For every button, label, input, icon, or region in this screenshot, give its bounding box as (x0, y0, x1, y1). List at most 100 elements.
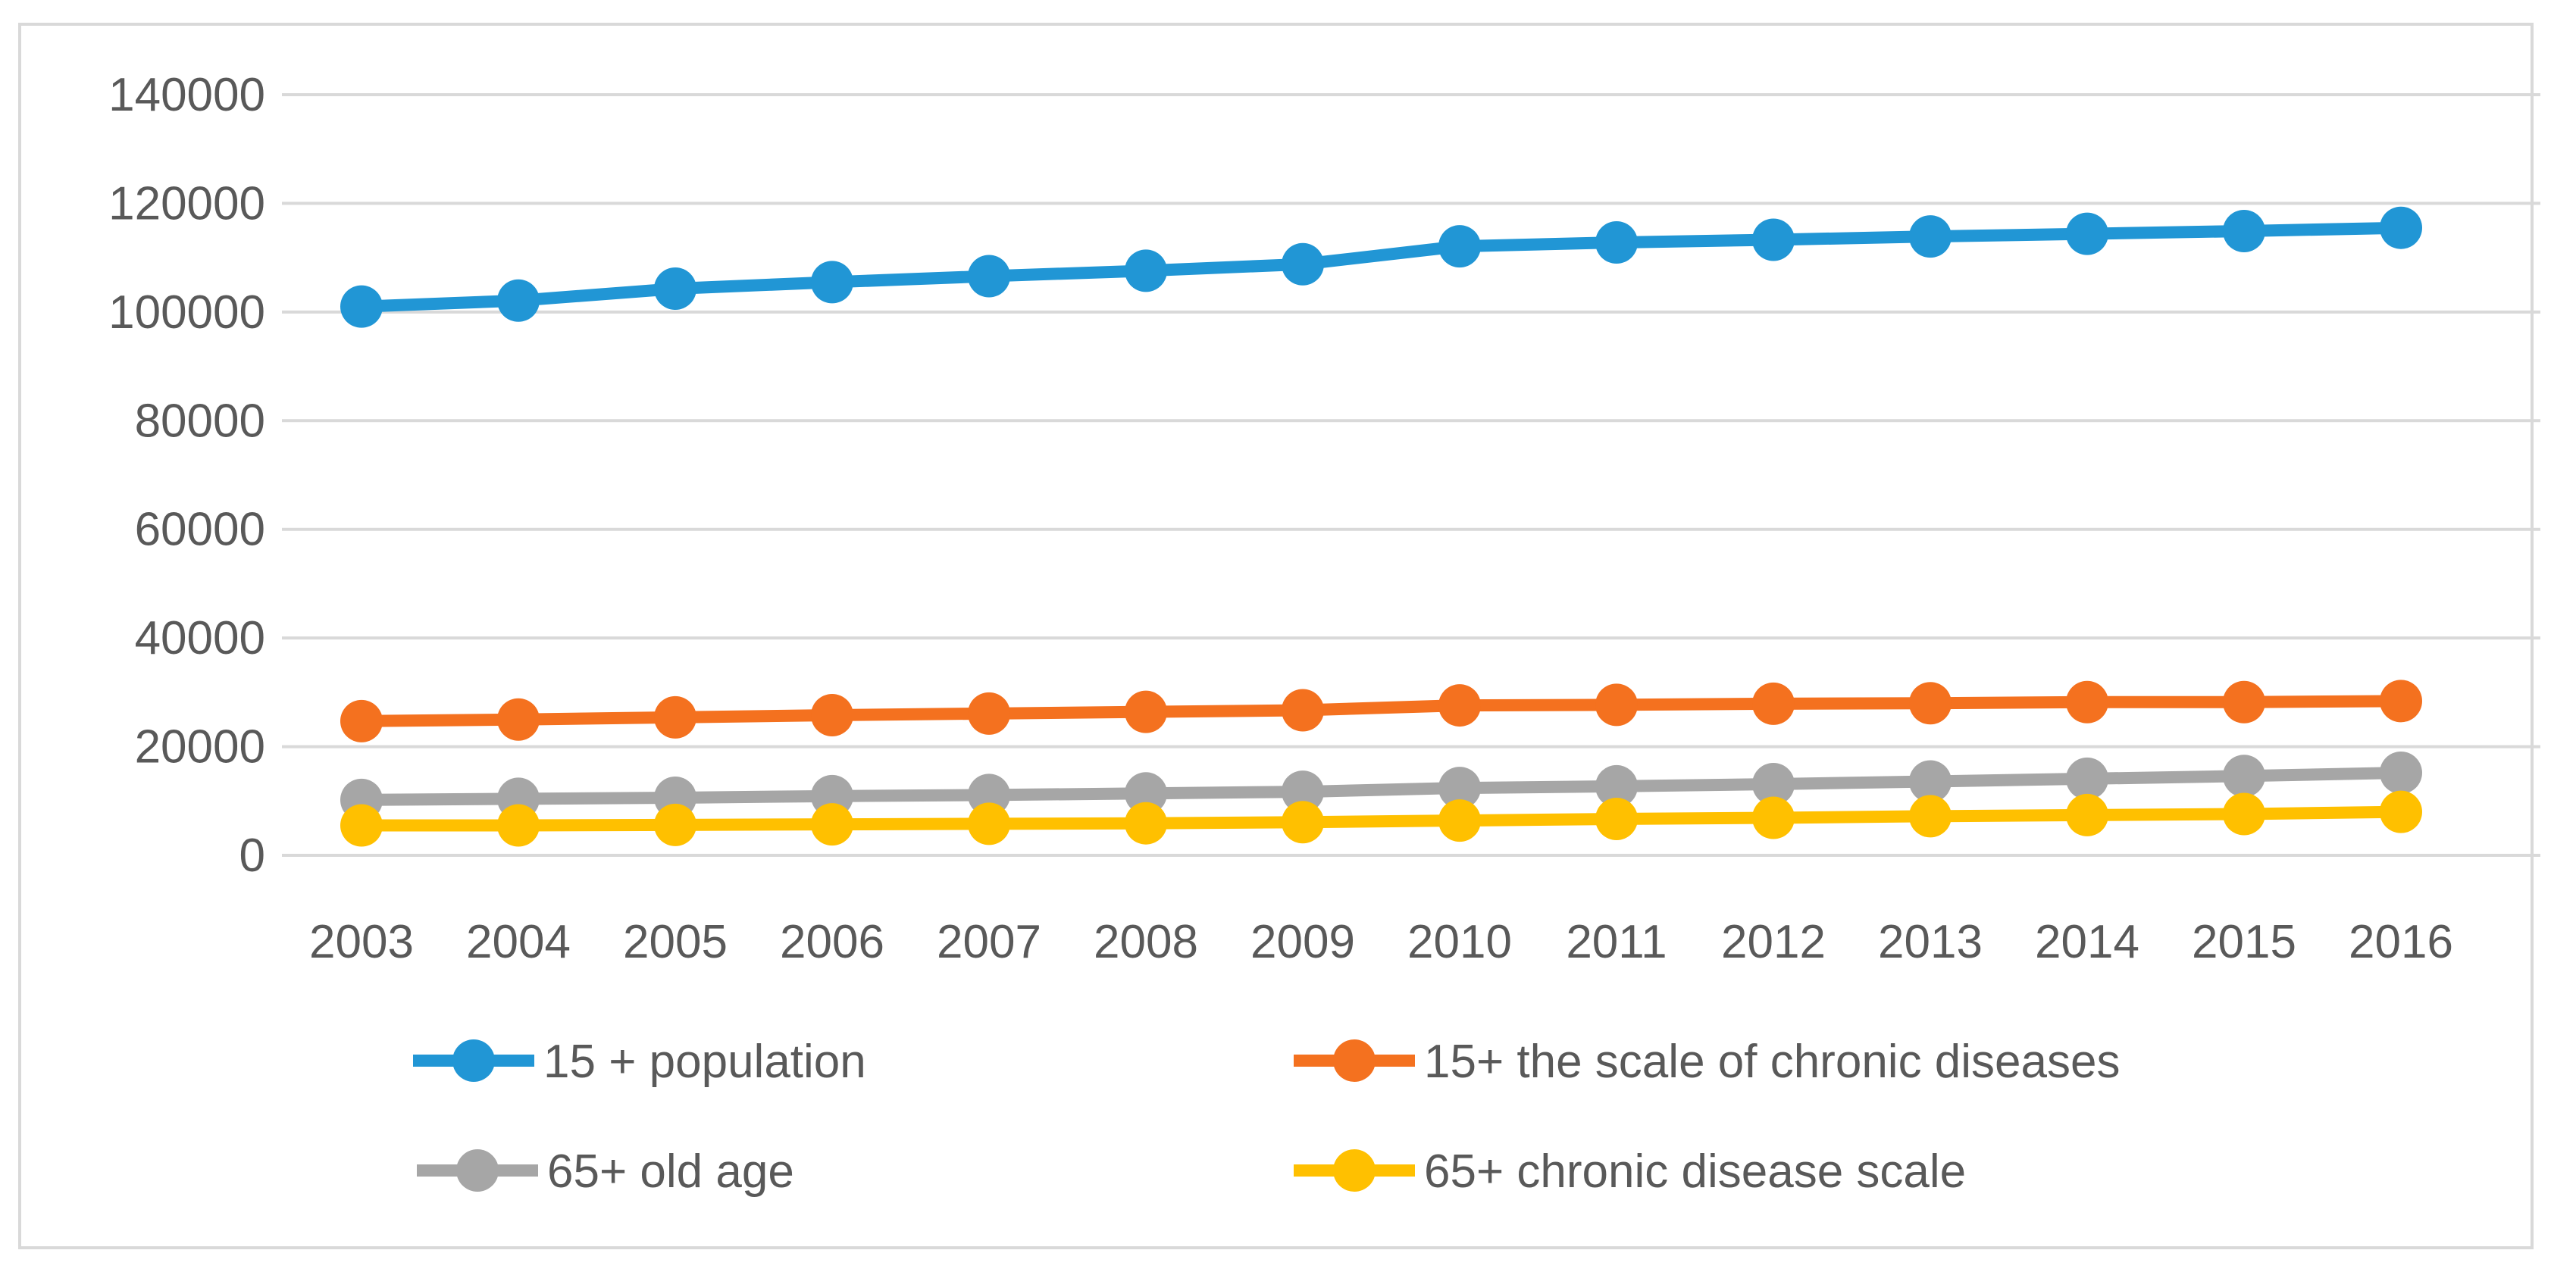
data-point (2223, 755, 2265, 798)
series-path (355, 221, 2407, 313)
data-point (811, 803, 853, 846)
series-line-3 (355, 766, 2407, 806)
series-markers-1 (340, 206, 2422, 328)
data-point (1125, 249, 1167, 292)
data-point (2380, 751, 2422, 794)
data-point (340, 804, 383, 847)
data-point (1595, 683, 1638, 727)
data-point (1282, 689, 1324, 732)
data-point (654, 267, 696, 311)
data-point (1282, 770, 1324, 814)
x-axis-tick-label: 2006 (780, 916, 884, 968)
data-point (2066, 680, 2108, 724)
data-point (811, 693, 853, 736)
data-point (2223, 209, 2265, 252)
legend-marker-icon (456, 1149, 499, 1192)
y-axis-tick-label: 80000 (135, 395, 265, 447)
data-point (2066, 757, 2108, 800)
data-point (968, 802, 1010, 845)
series-path (355, 766, 2407, 806)
y-axis-tick-label: 40000 (135, 612, 265, 664)
data-point (1125, 802, 1167, 845)
data-point (1438, 684, 1481, 727)
data-point (1595, 797, 1638, 840)
data-point (1282, 242, 1324, 286)
legend-label: 65+ chronic disease scale (1424, 1145, 1966, 1198)
x-axis-tick-label: 2010 (1407, 916, 1512, 968)
y-axis-tick-label: 100000 (108, 286, 265, 339)
data-point (1752, 796, 1795, 839)
data-point (1752, 218, 1795, 261)
data-point (497, 698, 540, 741)
series-line-2 (355, 695, 2407, 727)
data-point (2223, 792, 2265, 836)
series-path (355, 695, 2407, 727)
data-point (2223, 680, 2265, 724)
data-point (1909, 682, 1952, 725)
y-axis-tick-label: 20000 (135, 721, 265, 774)
data-point (811, 261, 853, 304)
data-point (1438, 799, 1481, 842)
data-point (1125, 772, 1167, 815)
data-point (2066, 793, 2108, 836)
data-point (1909, 760, 1952, 803)
data-point (1752, 763, 1795, 806)
data-point (1595, 221, 1638, 264)
data-point (1125, 690, 1167, 733)
data-point (1595, 764, 1638, 808)
data-point (2380, 790, 2422, 833)
x-axis-tick-label: 2013 (1878, 916, 1983, 968)
y-axis-tick-label: 0 (239, 830, 265, 882)
series-markers-4 (340, 790, 2422, 847)
y-axis-tick-label: 140000 (108, 69, 265, 121)
data-point (654, 695, 696, 739)
legend-label: 15+ the scale of chronic diseases (1424, 1036, 2121, 1088)
data-point (1438, 225, 1481, 268)
data-point (497, 279, 540, 322)
data-point (1438, 767, 1481, 810)
x-axis-tick-label: 2004 (466, 916, 571, 968)
legend: 15 + population 15+ the scale of chronic … (413, 1036, 2121, 1198)
x-axis-tick-label: 2009 (1250, 916, 1355, 968)
gridlines (282, 92, 2540, 857)
x-axis-tick-label: 2012 (1721, 916, 1826, 968)
series-line-1 (355, 221, 2407, 313)
x-axis-tick-label: 2011 (1566, 916, 1667, 968)
y-axis-tick-label: 60000 (135, 504, 265, 556)
legend-marker-icon (452, 1039, 495, 1082)
data-point (2380, 206, 2422, 249)
x-axis-tick-label: 2016 (2349, 916, 2453, 968)
x-axis-tick-label: 2015 (2192, 916, 2296, 968)
x-axis-tick-label: 2003 (309, 916, 414, 968)
x-axis-tick-label: 2005 (623, 916, 728, 968)
y-axis-labels: 0 20000 40000 60000 80000 100000 120000 140000 (108, 69, 265, 882)
data-point (968, 692, 1010, 735)
x-axis-tick-label: 2007 (937, 916, 1041, 968)
legend-item: 15 + population (413, 1036, 866, 1088)
x-axis-labels: 2003 2004 2005 2006 2007 2008 2009 2010 2011 2012… (309, 916, 2453, 968)
data-point (2380, 680, 2422, 723)
x-axis-tick-label: 2008 (1094, 916, 1198, 968)
series-path (355, 805, 2407, 832)
data-point (1282, 801, 1324, 844)
legend-label: 15 + population (543, 1036, 866, 1088)
series-markers-2 (340, 680, 2422, 742)
x-axis-tick-label: 2014 (2035, 916, 2139, 968)
chart-frame (18, 23, 2534, 1249)
legend-marker-icon (1333, 1039, 1376, 1082)
legend-item: 15+ the scale of chronic diseases (1294, 1036, 2121, 1088)
data-point (497, 804, 540, 847)
data-point (340, 285, 383, 328)
y-axis-tick-label: 120000 (108, 177, 265, 230)
series-line-4 (355, 805, 2407, 832)
legend-item: 65+ chronic disease scale (1294, 1145, 1966, 1198)
data-point (340, 699, 383, 742)
data-point (654, 803, 696, 846)
data-point (968, 255, 1010, 298)
legend-label: 65+ old age (547, 1145, 794, 1198)
data-point (2066, 212, 2108, 255)
data-point (1909, 795, 1952, 838)
data-point (1752, 682, 1795, 725)
legend-item: 65+ old age (417, 1145, 794, 1198)
